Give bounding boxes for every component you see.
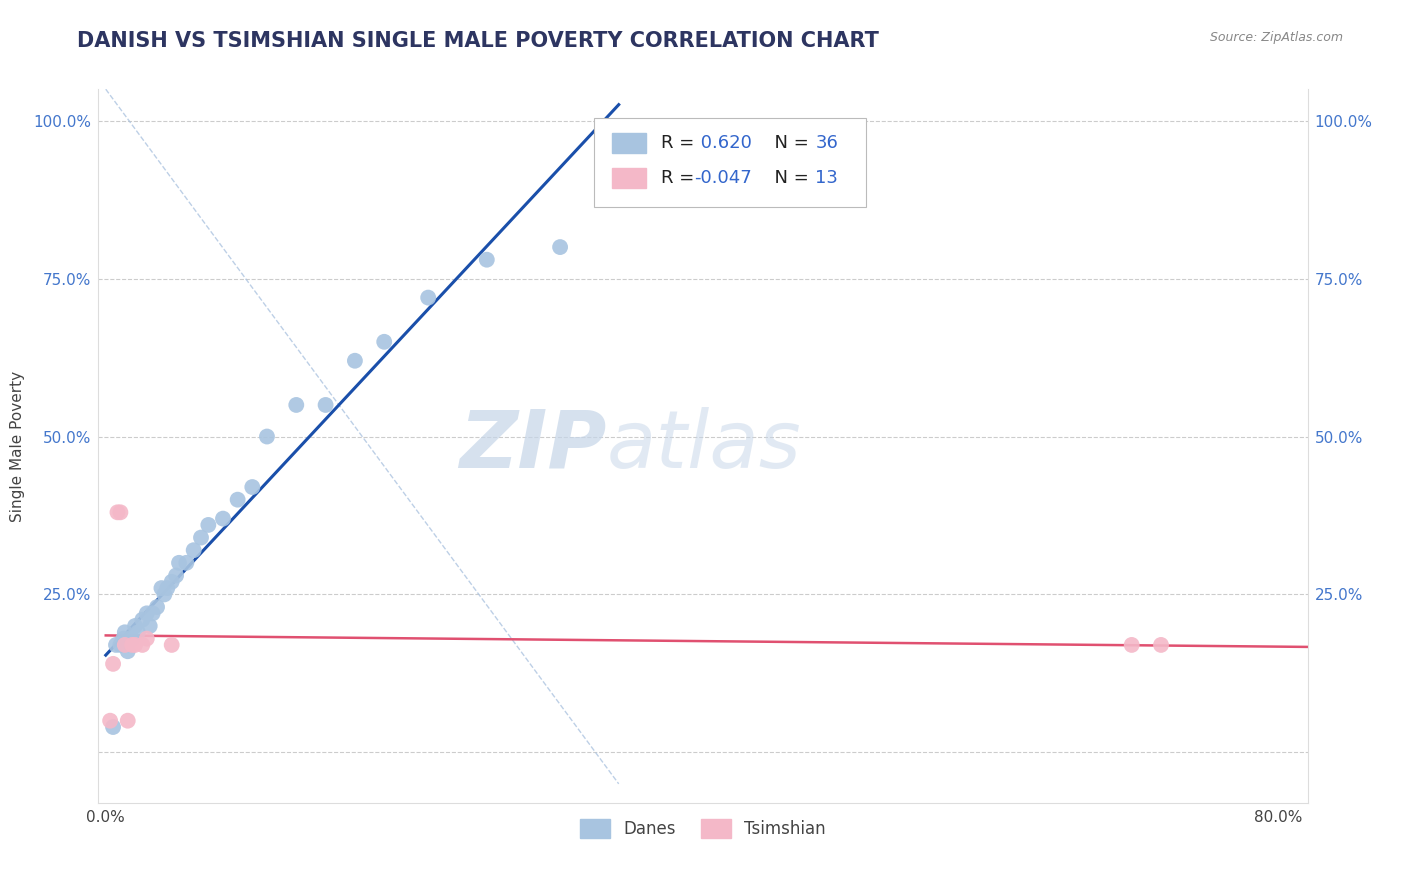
Text: 0.620: 0.620	[695, 134, 751, 152]
Text: atlas: atlas	[606, 407, 801, 485]
Point	[101, 720, 124, 734]
Point	[121, 638, 143, 652]
Point	[117, 644, 139, 658]
Point	[138, 619, 160, 633]
Bar	[613, 133, 647, 153]
Point	[1121, 638, 1143, 652]
Point	[226, 492, 249, 507]
Point	[131, 613, 153, 627]
Point	[212, 511, 235, 525]
Text: N =: N =	[763, 134, 815, 152]
Text: ZIP: ZIP	[458, 407, 606, 485]
Text: 13: 13	[815, 169, 838, 187]
Point	[240, 480, 263, 494]
Point	[183, 543, 205, 558]
Point	[131, 638, 153, 652]
Point	[110, 638, 132, 652]
Point	[418, 291, 440, 305]
Point	[176, 556, 198, 570]
Point	[190, 531, 212, 545]
Point	[285, 398, 308, 412]
Point	[121, 632, 143, 646]
Point	[135, 607, 157, 621]
Point	[475, 252, 498, 267]
Legend: Danes, Tsimshian: Danes, Tsimshian	[574, 812, 832, 845]
Point	[107, 505, 129, 519]
Point	[124, 638, 146, 652]
Point	[146, 600, 169, 615]
Point	[124, 619, 146, 633]
Point	[142, 607, 165, 621]
Point	[197, 517, 219, 532]
Point	[135, 632, 157, 646]
Point	[160, 574, 183, 589]
Text: Source: ZipAtlas.com: Source: ZipAtlas.com	[1209, 31, 1343, 45]
Point	[156, 581, 179, 595]
Y-axis label: Single Male Poverty: Single Male Poverty	[10, 370, 25, 522]
Point	[256, 429, 278, 443]
Text: 36: 36	[815, 134, 838, 152]
Bar	[613, 169, 647, 188]
Point	[110, 505, 132, 519]
Text: R =: R =	[661, 134, 700, 152]
Point	[315, 398, 337, 412]
Point	[1150, 638, 1173, 652]
Point	[101, 657, 124, 671]
Point	[105, 638, 128, 652]
Point	[153, 587, 176, 601]
Point	[548, 240, 571, 254]
Point	[165, 568, 187, 582]
Point	[98, 714, 121, 728]
Point	[114, 638, 136, 652]
Point	[118, 632, 141, 646]
Point	[114, 625, 136, 640]
Point	[150, 581, 173, 595]
FancyBboxPatch shape	[595, 118, 866, 207]
Text: DANISH VS TSIMSHIAN SINGLE MALE POVERTY CORRELATION CHART: DANISH VS TSIMSHIAN SINGLE MALE POVERTY …	[77, 31, 879, 51]
Point	[373, 334, 395, 349]
Text: N =: N =	[763, 169, 815, 187]
Point	[112, 632, 135, 646]
Point	[167, 556, 190, 570]
Point	[343, 353, 366, 368]
Point	[127, 625, 149, 640]
Text: R =: R =	[661, 169, 700, 187]
Point	[160, 638, 183, 652]
Text: -0.047: -0.047	[695, 169, 752, 187]
Point	[117, 714, 139, 728]
